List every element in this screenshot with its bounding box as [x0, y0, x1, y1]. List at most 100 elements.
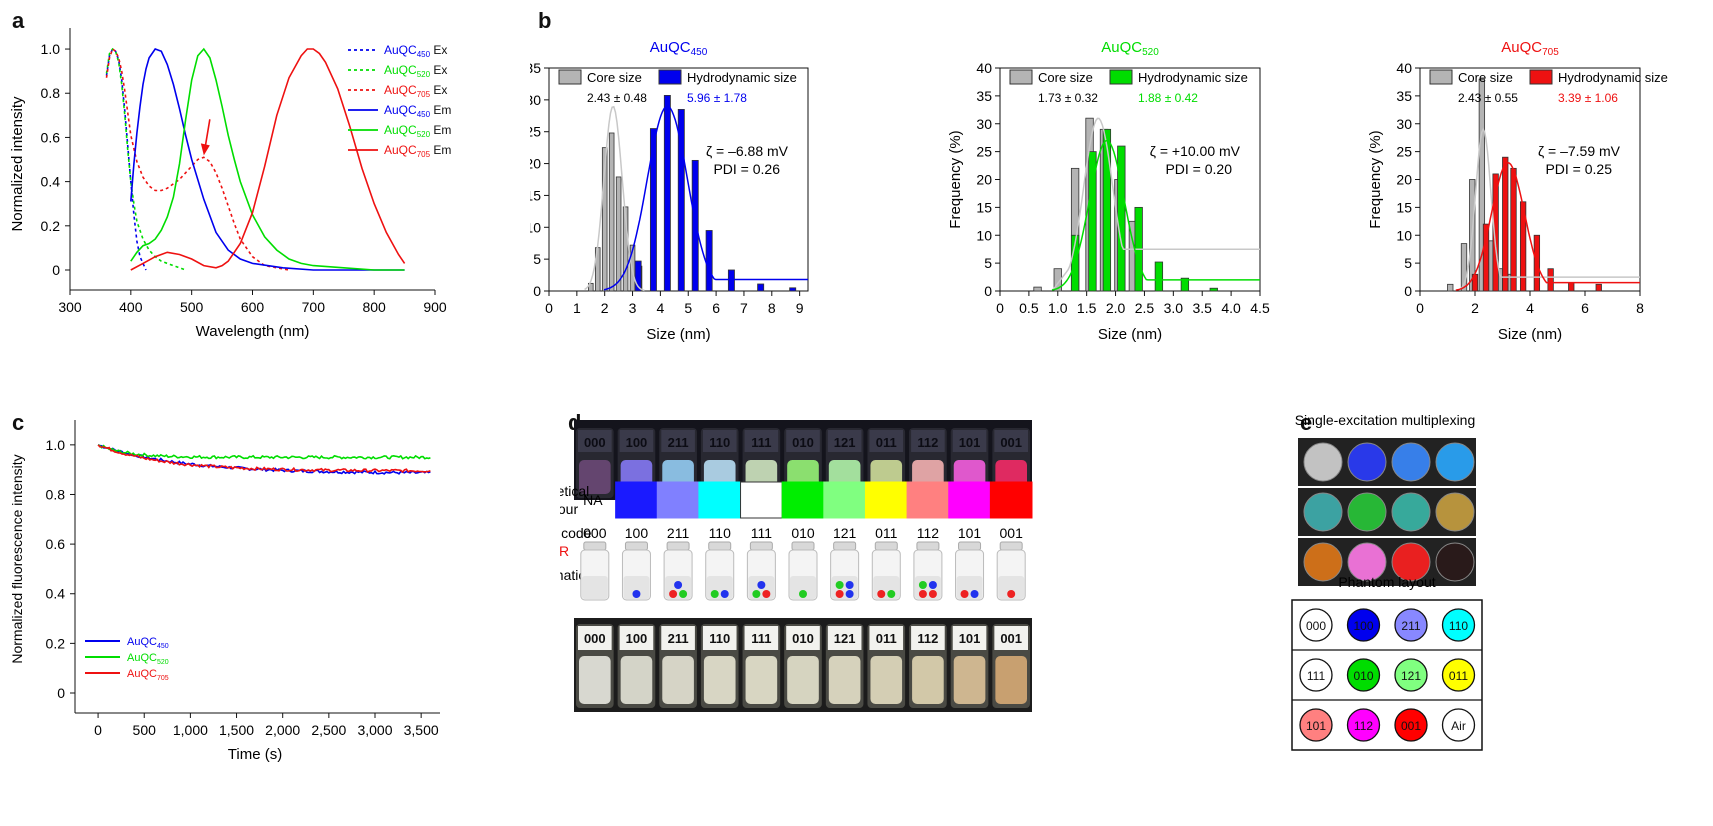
legend-core-label: Core size	[1458, 70, 1513, 85]
hydro-bar	[1568, 282, 1575, 292]
x-tick-label: 2.5	[1135, 300, 1155, 316]
nanoparticle-dot	[918, 581, 927, 589]
core-fit-curve	[1459, 127, 1640, 290]
nanoparticle-dot	[710, 590, 719, 598]
x-tick-label: 700	[302, 299, 326, 315]
vial-label-text: 211	[668, 631, 689, 646]
y-tick-label: 35	[530, 60, 541, 76]
x-tick-label: 0	[94, 722, 102, 738]
x-tick-label: 2,500	[311, 722, 346, 738]
vial-label-text: 100	[626, 435, 648, 450]
y-tick-label: 10	[1396, 227, 1412, 243]
core-bar	[601, 147, 608, 292]
x-tick-label: 3	[629, 300, 637, 316]
x-axis-title: Wavelength (nm)	[196, 323, 310, 340]
vial-label-tape	[702, 626, 737, 650]
nanoparticle-dot	[674, 581, 683, 589]
chart-title: AuQC705	[1501, 39, 1559, 58]
colour-code: 110	[709, 525, 732, 541]
x-tick-label: 2.0	[1106, 300, 1126, 316]
legend-hydro-label: Hydrodynamic size	[1558, 70, 1668, 85]
vial-cap	[583, 541, 607, 551]
phantom-well-rim	[1303, 492, 1343, 532]
nanoparticle-dot	[752, 590, 761, 598]
layout-well-label: 110	[1449, 619, 1468, 633]
legend-core-swatch	[1009, 69, 1033, 85]
phantom-well	[1348, 543, 1386, 581]
nanoparticle-dot	[1007, 590, 1016, 598]
phantom-well	[1348, 443, 1386, 481]
vial-cap	[874, 541, 898, 551]
core-bar	[615, 176, 622, 292]
pdi-value: PDI = 0.25	[1545, 161, 1612, 177]
y-tick-label: 25	[976, 144, 992, 160]
phantom-well-rim	[1391, 542, 1431, 582]
y-axis-title: Frequency (%)	[1367, 130, 1384, 228]
x-tick-label: 1.5	[1077, 300, 1097, 316]
x-tick-label: 4	[656, 300, 664, 316]
x-tick-label: 500	[133, 722, 157, 738]
vial-label-text: 011	[876, 435, 897, 450]
colour-code-label: Colour code	[560, 525, 592, 541]
y-tick-label: 1.0	[41, 41, 61, 57]
x-tick-label: 1,500	[219, 722, 254, 738]
hydro-stat: 5.96 ± 1.78	[687, 91, 747, 105]
hydro-bar	[691, 159, 699, 292]
hydro-bar	[1519, 201, 1527, 292]
vial-label-text: 121	[834, 435, 856, 450]
series-line	[97, 444, 431, 474]
y-tick-label: 0.4	[41, 174, 61, 190]
series-line	[105, 47, 290, 271]
vial-liquid	[790, 576, 816, 599]
layout-well	[1441, 608, 1476, 642]
theoretical-swatch	[656, 481, 700, 519]
y-tick-label: 1.0	[46, 437, 66, 453]
vial-label-tape	[744, 626, 779, 650]
x-tick-label: 0	[1416, 300, 1424, 316]
y-axis-title: Normalized intensity	[9, 96, 26, 232]
pdi-value: PDI = 0.26	[713, 161, 780, 177]
vial-liquid	[998, 576, 1025, 599]
phantom-layout-title: Phantom layout	[1338, 574, 1435, 590]
emission-excitation-chart: 300 400 500 600 700 800 900 0 0.2 0.4 0.6 0.8 1.0 Wav…	[9, 28, 451, 340]
vial-label-tape	[911, 430, 945, 452]
colour-code: 001	[1000, 525, 1024, 541]
phantom-well-rim	[1435, 442, 1475, 482]
vial-liquid	[581, 576, 608, 599]
zeta-potential: ζ = +10.00 mV	[1150, 143, 1241, 159]
hydro-bar	[1502, 156, 1509, 292]
vial-cap	[833, 541, 857, 551]
multiplexing-title: Single-excitation multiplexing	[1295, 412, 1476, 428]
vial-label-text: 000	[584, 631, 606, 646]
vial-solution	[912, 656, 944, 704]
legend-entry: AuQC520 Ex	[384, 63, 447, 79]
vial-label-tape	[952, 626, 987, 650]
phantom-well-rim	[1347, 492, 1387, 532]
phantom-well	[1436, 443, 1474, 481]
series-line	[130, 48, 405, 271]
phantom-well-rim	[1391, 492, 1431, 532]
theoretical-swatch	[823, 481, 866, 519]
nanoparticle-dot	[835, 590, 844, 598]
y-tick-label: 20	[530, 156, 541, 172]
y-tick-label: 30	[530, 92, 541, 108]
colour-code: 211	[667, 525, 690, 541]
legend-entry: AuQC705	[127, 668, 169, 682]
colour-code: 111	[751, 525, 772, 541]
nanoparticle-dot	[877, 590, 886, 598]
vial-liquid	[914, 576, 941, 599]
phantom-well	[1304, 543, 1342, 581]
phantom-panel: Single-excitation multiplexing Phantom la…	[1291, 412, 1483, 751]
na-label: NA	[583, 492, 603, 508]
vial-cap	[708, 541, 732, 551]
x-tick-label: 400	[119, 299, 143, 315]
vial-solution	[787, 656, 819, 704]
x-tick-label: 800	[362, 299, 386, 315]
vial-label-text: 010	[792, 631, 814, 646]
y-tick-label: 15	[976, 199, 992, 215]
vial-liquid	[956, 576, 983, 599]
nanoparticle-dot	[679, 590, 688, 598]
vial-label-tape	[994, 430, 1028, 452]
panel-label-a: a	[12, 8, 25, 33]
vial-label-text: 110	[709, 435, 730, 450]
